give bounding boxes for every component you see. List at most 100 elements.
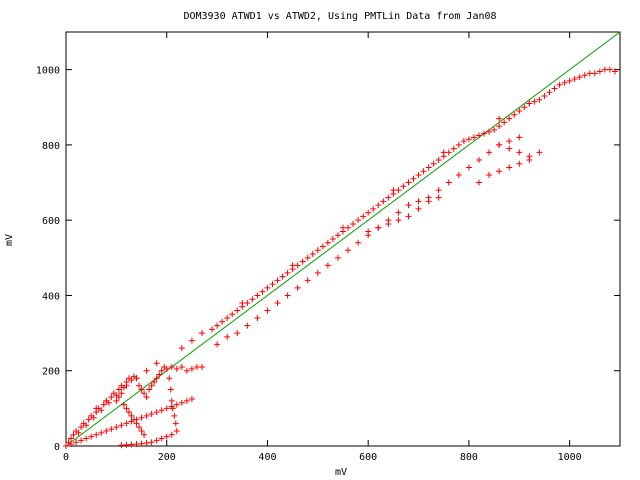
data-point bbox=[103, 427, 110, 434]
data-point bbox=[299, 258, 306, 265]
data-point bbox=[445, 179, 452, 186]
data-point bbox=[435, 187, 442, 194]
data-point bbox=[309, 251, 316, 258]
data-point bbox=[143, 367, 150, 374]
data-point bbox=[73, 439, 80, 446]
data-point bbox=[561, 79, 568, 86]
data-point bbox=[70, 431, 77, 438]
data-point bbox=[491, 126, 498, 133]
data-point bbox=[511, 111, 518, 118]
data-point bbox=[395, 217, 402, 224]
data-point bbox=[405, 179, 412, 186]
data-point bbox=[214, 341, 221, 348]
data-point bbox=[224, 333, 231, 340]
data-point bbox=[536, 149, 543, 156]
data-point bbox=[123, 420, 130, 427]
data-point bbox=[506, 115, 513, 122]
data-point bbox=[460, 138, 467, 145]
data-point bbox=[450, 145, 457, 152]
y-tick-label: 1000 bbox=[36, 66, 60, 77]
data-point bbox=[198, 330, 205, 337]
data-point bbox=[83, 422, 90, 429]
data-point bbox=[405, 213, 412, 220]
data-point bbox=[138, 386, 145, 393]
data-point bbox=[63, 443, 69, 449]
data-point bbox=[314, 247, 321, 254]
data-point bbox=[75, 429, 82, 436]
data-point bbox=[516, 134, 523, 141]
data-point bbox=[173, 427, 180, 434]
data-point bbox=[506, 164, 513, 171]
data-point bbox=[214, 322, 221, 329]
data-point bbox=[118, 442, 125, 449]
data-point bbox=[158, 435, 165, 442]
data-point bbox=[294, 262, 301, 269]
data-point bbox=[470, 134, 477, 141]
data-point bbox=[85, 416, 92, 423]
data-point bbox=[173, 365, 180, 372]
data-point bbox=[455, 141, 462, 148]
data-point bbox=[465, 164, 472, 171]
data-point bbox=[269, 281, 276, 288]
data-point bbox=[128, 441, 135, 448]
data-point bbox=[611, 68, 618, 75]
data-point bbox=[365, 228, 372, 235]
data-point bbox=[259, 288, 266, 295]
y-tick-label: 200 bbox=[42, 367, 60, 378]
data-point bbox=[138, 427, 145, 434]
data-point bbox=[546, 89, 553, 96]
data-point bbox=[163, 433, 170, 440]
data-point bbox=[188, 365, 195, 372]
data-point bbox=[153, 437, 160, 444]
data-point bbox=[143, 439, 150, 446]
data-point bbox=[188, 337, 195, 344]
data-point bbox=[153, 360, 160, 367]
x-axis-label: mV bbox=[335, 467, 347, 478]
data-point bbox=[596, 68, 603, 75]
data-point bbox=[360, 213, 367, 220]
data-point bbox=[455, 172, 462, 179]
data-point bbox=[234, 330, 241, 337]
data-point bbox=[68, 435, 75, 442]
data-point bbox=[188, 395, 195, 402]
data-point bbox=[118, 390, 125, 397]
data-point bbox=[430, 160, 437, 167]
y-tick-label: 800 bbox=[42, 141, 60, 152]
data-point bbox=[128, 412, 135, 419]
data-point bbox=[143, 394, 150, 401]
x-tick-label: 600 bbox=[359, 452, 377, 463]
data-point bbox=[224, 315, 231, 322]
data-point bbox=[264, 307, 271, 314]
data-point bbox=[239, 299, 246, 306]
data-point bbox=[146, 386, 153, 393]
data-point bbox=[536, 96, 543, 103]
data-point bbox=[244, 322, 251, 329]
data-point bbox=[345, 224, 352, 231]
fit-line-layer bbox=[65, 31, 621, 447]
data-point bbox=[355, 239, 362, 246]
data-point bbox=[445, 149, 452, 156]
data-point bbox=[141, 390, 148, 397]
data-point bbox=[475, 179, 482, 186]
data-point bbox=[148, 382, 155, 389]
data-point bbox=[249, 296, 256, 303]
data-point bbox=[355, 217, 362, 224]
data-point bbox=[385, 220, 392, 227]
x-tick-label: 800 bbox=[460, 452, 478, 463]
data-point bbox=[143, 412, 150, 419]
data-point bbox=[168, 397, 175, 404]
data-point bbox=[158, 407, 165, 414]
data-point bbox=[78, 424, 85, 431]
data-point bbox=[365, 209, 372, 216]
data-point bbox=[148, 411, 155, 418]
data-point bbox=[141, 431, 148, 438]
data-point bbox=[100, 401, 107, 408]
data-point bbox=[475, 132, 482, 139]
data-point bbox=[329, 236, 336, 242]
data-point bbox=[581, 72, 588, 79]
data-point bbox=[98, 429, 105, 436]
data-point bbox=[516, 160, 523, 167]
data-point bbox=[128, 377, 135, 384]
data-point bbox=[279, 273, 286, 280]
